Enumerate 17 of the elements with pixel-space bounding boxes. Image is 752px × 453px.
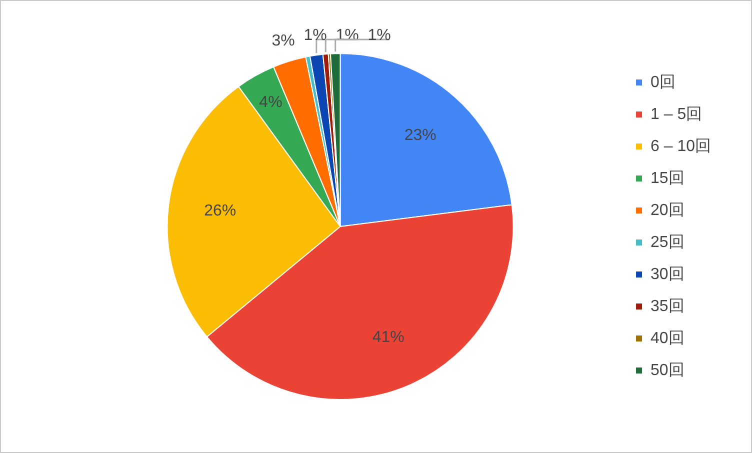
data-label: 26% [204,202,236,220]
legend-label: 1 – 5回 [650,106,702,123]
legend-label: 50回 [650,362,684,379]
data-label: 4% [259,94,282,112]
legend-label: 20回 [650,202,684,219]
legend-label: 0回 [650,74,676,91]
data-label: 3% [272,32,295,50]
legend-label: 6 – 10回 [650,138,711,155]
legend-label: 15回 [650,170,684,187]
legend-label: 40回 [650,330,684,347]
data-label: 1% [304,26,327,44]
legend-label: 35回 [650,298,684,315]
legend-label: 25回 [650,234,684,251]
legend-label: 30回 [650,266,684,283]
data-label: 23% [404,127,436,144]
data-label: 41% [372,329,404,346]
data-label: 1% [368,26,391,44]
